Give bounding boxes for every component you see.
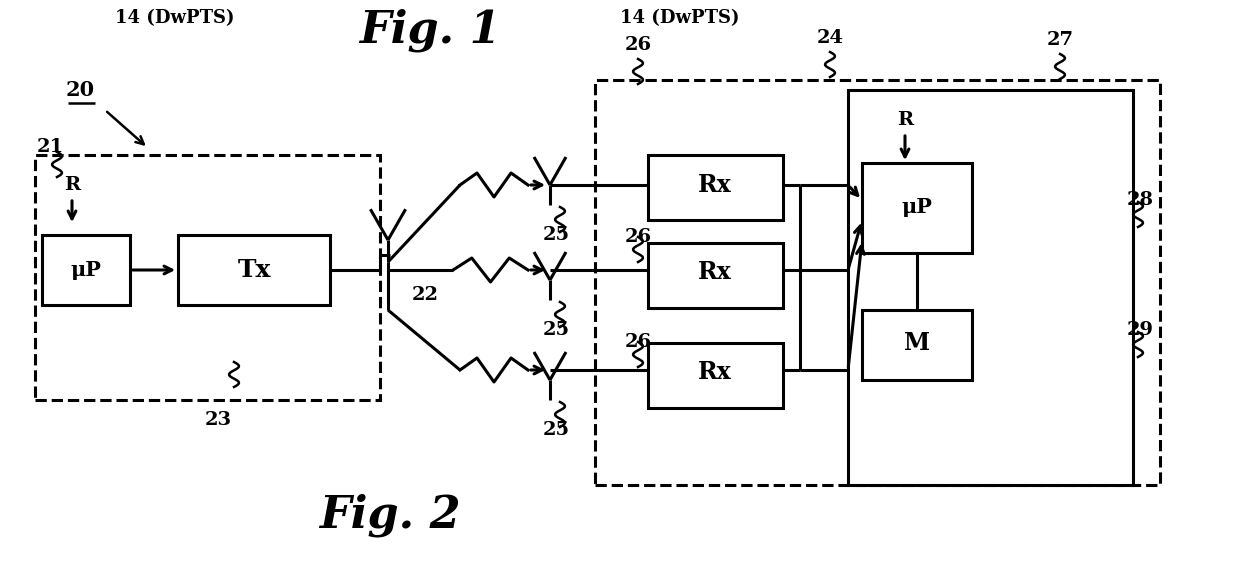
Text: μP: μP (71, 260, 102, 280)
Text: Rx: Rx (698, 173, 732, 197)
Text: R: R (897, 111, 913, 129)
Text: 29: 29 (1126, 321, 1154, 339)
Text: 26: 26 (624, 333, 652, 351)
Text: 25: 25 (543, 321, 570, 339)
Bar (595, 80, 1160, 485)
Text: 24: 24 (817, 29, 844, 47)
Text: 14 (DwPTS): 14 (DwPTS) (115, 9, 234, 27)
Bar (862, 310, 973, 380)
Bar (648, 155, 783, 220)
Bar (648, 343, 783, 408)
Bar (847, 90, 1132, 485)
Text: 27: 27 (1047, 31, 1073, 49)
Text: 26: 26 (624, 36, 652, 54)
Text: Fig. 2: Fig. 2 (320, 493, 461, 537)
Text: R: R (64, 176, 81, 194)
Text: 25: 25 (543, 226, 570, 244)
Text: μP: μP (902, 197, 933, 217)
Text: Tx: Tx (237, 258, 271, 282)
Text: M: M (904, 331, 930, 355)
Bar (42, 235, 130, 305)
Bar (178, 235, 330, 305)
Text: 28: 28 (1126, 191, 1154, 209)
Text: Rx: Rx (698, 260, 732, 284)
Text: 20: 20 (66, 80, 94, 100)
Text: 23: 23 (204, 411, 232, 429)
Text: Rx: Rx (698, 360, 732, 384)
Text: 21: 21 (36, 138, 63, 156)
Bar (648, 243, 783, 308)
Text: 25: 25 (543, 421, 570, 439)
Text: 14 (DwPTS): 14 (DwPTS) (621, 9, 740, 27)
Text: Fig. 1: Fig. 1 (359, 8, 501, 52)
Text: 22: 22 (411, 286, 439, 304)
Text: 26: 26 (624, 228, 652, 246)
Bar (35, 155, 380, 400)
Bar (862, 163, 973, 253)
